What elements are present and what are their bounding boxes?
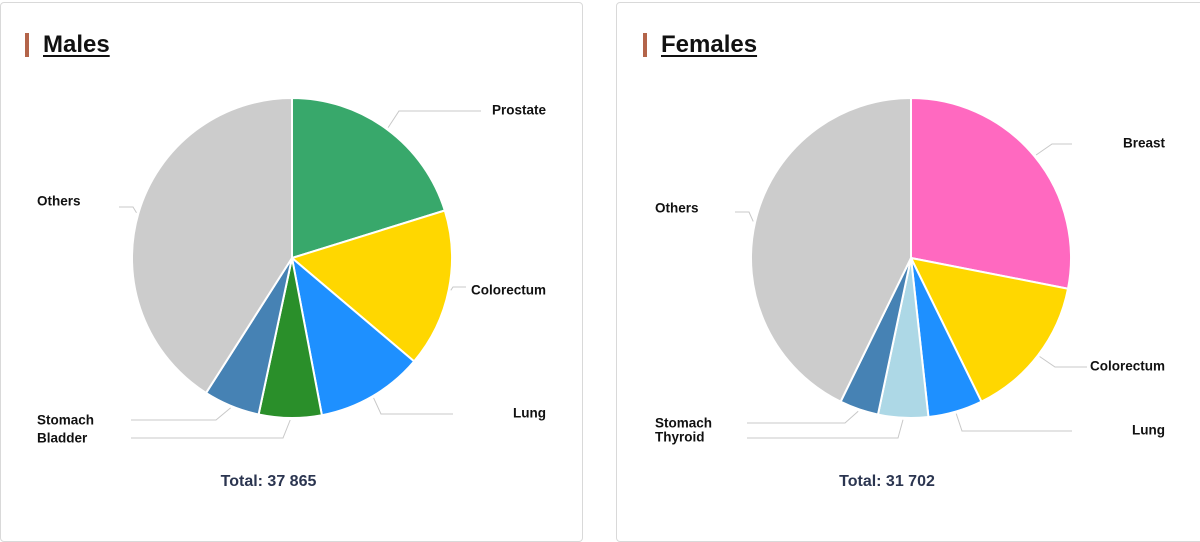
females-chart-panel: Females Breast Colorectum Lung Thyroid Stoma… (616, 2, 1200, 542)
females-leader-breast (1035, 143, 1072, 156)
title-accent-bar (643, 33, 647, 57)
females-chart-heading: Females (643, 31, 757, 59)
females-label-breast: Breast (1123, 136, 1166, 151)
males-leader-others (119, 206, 137, 213)
males-pie-chart: Prostate Colorectum Lung Bladder Stomach Othe… (37, 97, 547, 446)
males-chart-heading: Males (25, 31, 110, 59)
males-label-prostate: Prostate (492, 103, 547, 118)
females-label-colorectum: Colorectum (1090, 359, 1165, 374)
males-leader-lung (373, 397, 453, 415)
males-label-colorectum: Colorectum (471, 283, 546, 298)
females-leader-colorectum (1039, 356, 1087, 368)
females-slice-others[interactable] (749, 97, 912, 403)
females-leader-lung (955, 413, 1072, 432)
males-label-lung: Lung (513, 406, 546, 421)
males-leader-bladder (131, 419, 291, 439)
males-slice-lung[interactable] (291, 257, 416, 417)
females-total: Total: 31 702 (839, 473, 935, 490)
females-slice-colorectum[interactable] (910, 257, 1070, 403)
females-slice-breast[interactable] (910, 97, 1072, 290)
males-label-others: Others (37, 194, 81, 209)
title-accent-bar (25, 33, 29, 57)
females-chart-title: Females (661, 31, 758, 58)
females-leader-others (735, 211, 754, 222)
males-chart-panel: Males Prostate Colorectum Lung Bladder Stoma… (0, 2, 583, 542)
females-label-stomach: Stomach (655, 416, 712, 431)
females-label-thyroid: Thyroid (655, 430, 705, 445)
males-label-bladder: Bladder (37, 431, 88, 446)
males-slice-others[interactable] (131, 97, 293, 394)
males-slice-colorectum[interactable] (291, 209, 453, 363)
males-total: Total: 37 865 (220, 473, 317, 490)
males-chart-title: Males (43, 31, 110, 58)
males-leader-prostate (387, 110, 481, 128)
males-leader-stomach (131, 407, 231, 421)
females-leader-stomach (747, 410, 859, 424)
males-leader-colorectum (450, 286, 466, 291)
females-label-lung: Lung (1132, 423, 1165, 438)
females-leader-thyroid (747, 419, 904, 439)
females-label-others: Others (655, 201, 699, 216)
males-slice-prostate[interactable] (291, 97, 446, 259)
males-label-stomach: Stomach (37, 413, 94, 428)
